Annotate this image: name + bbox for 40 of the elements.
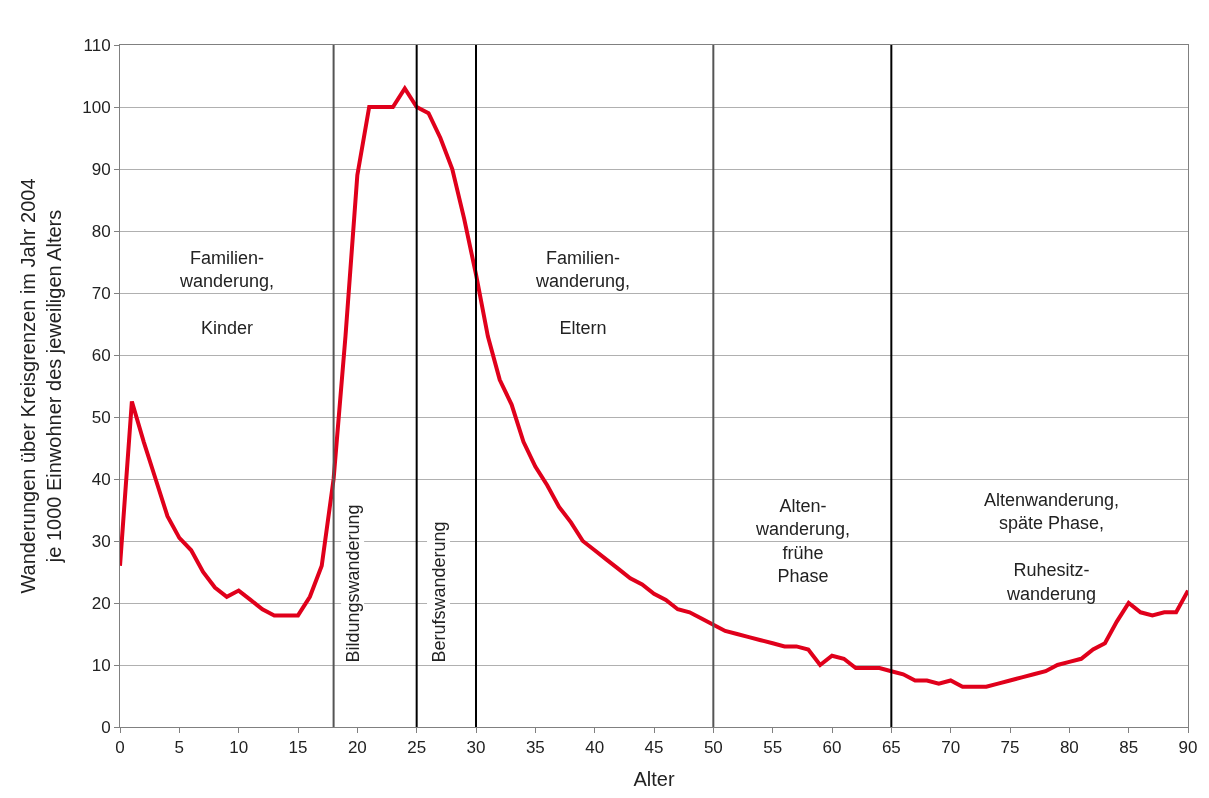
x-tick-label: 60 <box>822 738 842 758</box>
x-tick-label: 5 <box>174 738 185 758</box>
y-tick-label: 30 <box>91 531 111 551</box>
x-tick-label: 65 <box>881 738 901 758</box>
x-tick-label: 0 <box>115 738 125 758</box>
x-tick-label: 90 <box>1178 738 1198 758</box>
y-axis-title: Wanderungen über Kreisgrenzen im Jahr 2004 je 1000 Einwohner des jeweiligen Alters <box>16 178 65 594</box>
y-tick-label: 10 <box>91 655 111 675</box>
x-tick-label: 10 <box>229 738 249 758</box>
x-tick-label: 70 <box>941 738 961 758</box>
x-tick-label: 35 <box>525 738 545 758</box>
x-tick-label: 75 <box>1000 738 1020 758</box>
y-tick-label: 90 <box>91 159 111 179</box>
y-tick-label: 80 <box>91 221 111 241</box>
ref-line-label: Bildungswanderung <box>342 504 363 663</box>
y-tick-label: 0 <box>101 717 111 737</box>
text: Familien- wanderung, Eltern <box>536 248 631 339</box>
x-tick-label: 50 <box>703 738 723 758</box>
y-tick-label: 50 <box>91 407 111 427</box>
x-tick-label: 30 <box>466 738 486 758</box>
y-tick-label: 20 <box>91 593 111 613</box>
text: Familien- wanderung, Kinder <box>180 248 275 339</box>
x-tick-label: 85 <box>1119 738 1139 758</box>
x-tick-label: 25 <box>407 738 427 758</box>
text: Altenwanderung, späte Phase, Ruhesitz- wanderung <box>984 490 1120 604</box>
x-tick-label: 55 <box>763 738 783 758</box>
x-tick-label: 20 <box>347 738 367 758</box>
x-tick-label: 15 <box>288 738 308 758</box>
x-tick-label: 80 <box>1059 738 1079 758</box>
y-tick-label: 60 <box>91 345 111 365</box>
y-tick-label: 100 <box>82 97 111 117</box>
x-tick-label: 45 <box>644 738 664 758</box>
x-tick-label: 40 <box>585 738 605 758</box>
y-tick-label: 40 <box>91 469 111 489</box>
x-axis-title: Alter <box>633 767 675 790</box>
ref-line-label: Berufswanderung <box>428 521 449 663</box>
line-series <box>120 86 1188 689</box>
y-tick-label: 70 <box>91 283 111 303</box>
y-tick-label: 110 <box>83 35 111 55</box>
annotation: Alten- wanderung, frühe Phase <box>755 496 851 587</box>
